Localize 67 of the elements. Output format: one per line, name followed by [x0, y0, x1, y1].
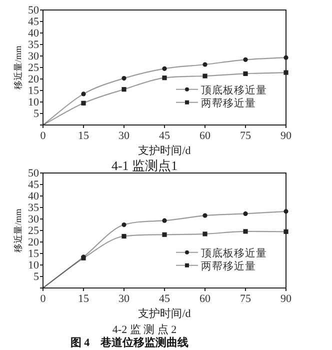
x-tick-label: 15: [78, 130, 90, 142]
x-tick-label: 75: [240, 293, 252, 305]
point: [122, 234, 126, 239]
y-tick-label: 50: [28, 168, 40, 180]
point: [202, 74, 208, 78]
point: [122, 76, 126, 81]
point: [162, 232, 167, 237]
point: [122, 87, 126, 92]
y-tick-label: 5: [34, 108, 40, 120]
y-tick-label: 50: [28, 4, 40, 16]
x-tick-label: 45: [159, 293, 170, 305]
point: [284, 209, 288, 214]
x-tick-label: 60: [200, 293, 211, 305]
y-tick-label: 35: [28, 39, 40, 51]
point: [122, 222, 126, 228]
point: [284, 229, 288, 234]
y-tick-label: 30: [28, 50, 40, 62]
point: [284, 70, 288, 75]
y-tick-label: 20: [28, 236, 40, 248]
point: [284, 55, 288, 60]
y-tick-label: 40: [28, 28, 40, 40]
legend-label: 顶底板移近量: [201, 83, 267, 96]
point: [202, 62, 208, 67]
x-axis-title: 支护时间/d: [138, 144, 192, 157]
point: [81, 100, 86, 106]
y-axis-title: 移近量/mm: [13, 208, 23, 252]
point: [243, 211, 248, 216]
point: [243, 57, 248, 62]
point: [162, 66, 167, 71]
text: 4-1 监测点1: [111, 158, 178, 173]
x-tick-label: 90: [280, 293, 292, 305]
legend-label: 顶底板移近量: [201, 246, 267, 260]
point: [162, 76, 167, 80]
point: [81, 92, 86, 96]
point: [243, 229, 248, 234]
x-tick-label: 60: [200, 130, 211, 142]
y-tick-label: 5: [34, 271, 40, 283]
y-tick-label: 10: [28, 96, 40, 108]
y-tick-label: 35: [28, 202, 40, 214]
legend-label: 两帮移近量: [201, 96, 256, 110]
y-axis-title: 移近量/mm: [13, 46, 23, 90]
y-tick-label: 30: [28, 214, 40, 226]
y-tick-label: 25: [28, 225, 40, 237]
point: [202, 232, 208, 236]
x-axis-title: 支护时间/d: [138, 307, 192, 320]
y-tick-label: 40: [28, 190, 40, 202]
x-tick-label: 15: [78, 293, 90, 305]
caption: 图 4 巷道位移监测曲线: [70, 336, 189, 349]
legend-label: 两帮移近量: [201, 259, 256, 272]
point: [162, 218, 167, 223]
y-tick-label: 25: [28, 62, 40, 74]
y-tick-label: 45: [28, 16, 40, 28]
x-tick-label: 90: [280, 130, 292, 142]
y-tick-label: 10: [28, 260, 40, 272]
x-tick-label: 0: [40, 130, 46, 142]
x-tick-label: 30: [118, 130, 130, 142]
text: 4-2 监 测 点 2: [112, 323, 177, 336]
y-tick-label: 45: [28, 179, 40, 191]
point: [202, 213, 208, 218]
y-tick-label: 15: [28, 85, 40, 97]
y-tick-label: 15: [28, 248, 40, 260]
x-tick-label: 0: [40, 293, 46, 305]
x-tick-label: 75: [240, 130, 252, 142]
x-tick-label: 45: [159, 130, 170, 142]
point: [243, 71, 248, 76]
x-tick-label: 30: [118, 293, 130, 305]
y-tick-label: 20: [28, 74, 40, 86]
